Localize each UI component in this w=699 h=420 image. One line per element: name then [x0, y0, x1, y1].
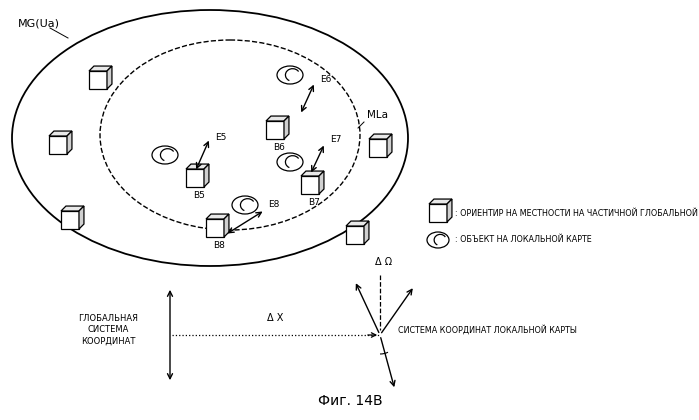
Polygon shape — [301, 176, 319, 194]
Polygon shape — [447, 199, 452, 222]
Ellipse shape — [277, 66, 303, 84]
Text: E7: E7 — [330, 135, 341, 144]
Text: B7: B7 — [308, 198, 320, 207]
Polygon shape — [369, 134, 392, 139]
Polygon shape — [204, 164, 209, 187]
Text: СИСТЕМА КООРДИНАТ ЛОКАЛЬНОЙ КАРТЫ: СИСТЕМА КООРДИНАТ ЛОКАЛЬНОЙ КАРТЫ — [398, 325, 577, 335]
Polygon shape — [346, 226, 364, 244]
Polygon shape — [107, 66, 112, 89]
Text: E6: E6 — [320, 75, 331, 84]
Polygon shape — [429, 204, 447, 222]
Polygon shape — [89, 66, 112, 71]
Text: Фиг. 14B: Фиг. 14B — [317, 394, 382, 408]
Polygon shape — [61, 206, 84, 211]
Polygon shape — [346, 221, 369, 226]
Polygon shape — [266, 116, 289, 121]
Text: E5: E5 — [215, 133, 226, 142]
Polygon shape — [364, 221, 369, 244]
Polygon shape — [79, 206, 84, 229]
Polygon shape — [61, 211, 79, 229]
Text: MG(Ua): MG(Ua) — [18, 18, 60, 28]
Polygon shape — [89, 71, 107, 89]
Text: B8: B8 — [213, 241, 225, 250]
Polygon shape — [186, 164, 209, 169]
Polygon shape — [301, 171, 324, 176]
Polygon shape — [206, 219, 224, 237]
Text: Δ Ω: Δ Ω — [375, 257, 393, 267]
Polygon shape — [387, 134, 392, 157]
Ellipse shape — [152, 146, 178, 164]
Polygon shape — [266, 121, 284, 139]
Text: B6: B6 — [273, 143, 285, 152]
Ellipse shape — [232, 196, 258, 214]
Ellipse shape — [427, 232, 449, 248]
Text: : ОРИЕНТИР НА МЕСТНОСТИ НА ЧАСТИЧНОЙ ГЛОБАЛЬНОЙ КАРТЕ: : ОРИЕНТИР НА МЕСТНОСТИ НА ЧАСТИЧНОЙ ГЛО… — [455, 208, 699, 218]
Text: B5: B5 — [193, 191, 205, 200]
Text: E8: E8 — [268, 200, 280, 209]
Polygon shape — [206, 214, 229, 219]
Polygon shape — [319, 171, 324, 194]
Polygon shape — [49, 131, 72, 136]
Polygon shape — [369, 139, 387, 157]
Ellipse shape — [277, 153, 303, 171]
Polygon shape — [67, 131, 72, 154]
Polygon shape — [284, 116, 289, 139]
Polygon shape — [49, 136, 67, 154]
Polygon shape — [186, 169, 204, 187]
Text: : ОБЪЕКТ НА ЛОКАЛЬНОЙ КАРТЕ: : ОБЪЕКТ НА ЛОКАЛЬНОЙ КАРТЕ — [455, 236, 592, 244]
Text: MLa: MLa — [367, 110, 388, 120]
Polygon shape — [429, 199, 452, 204]
Text: Δ X: Δ X — [267, 313, 283, 323]
Text: ГЛОБАЛЬНАЯ
СИСТЕМА
КООРДИНАТ: ГЛОБАЛЬНАЯ СИСТЕМА КООРДИНАТ — [78, 315, 138, 346]
Polygon shape — [224, 214, 229, 237]
